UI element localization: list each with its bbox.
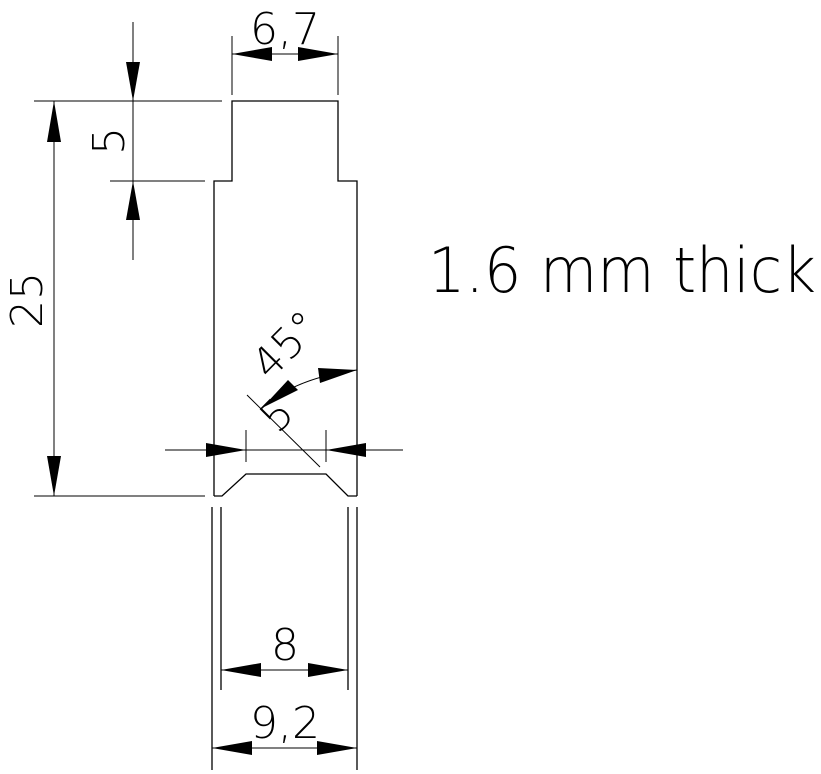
chamfer-edge <box>214 473 357 497</box>
dimension-inner-width: 8 <box>221 620 348 677</box>
dimension-label-overall-height: 25 <box>2 272 53 328</box>
arrowhead <box>326 443 366 457</box>
dimension-label-tab-height: 5 <box>84 127 135 155</box>
arrowhead <box>126 181 140 220</box>
dimension-label-top-width: 6,7 <box>250 4 320 55</box>
dimension-outer-width: 9,2 <box>212 698 357 755</box>
dimension-angle: 45° <box>242 301 358 468</box>
arrowhead <box>232 47 272 61</box>
arrowhead <box>308 663 348 677</box>
dimension-label-inner-width: 8 <box>271 620 299 671</box>
arrowhead <box>298 47 338 61</box>
arrowhead <box>126 62 140 101</box>
arrowhead <box>212 741 252 755</box>
arrowhead <box>262 380 298 408</box>
dimension-tab-height: 5 <box>34 22 222 260</box>
angle-leader <box>246 394 321 468</box>
arrowhead <box>221 663 261 677</box>
dimension-overall-height: 25 <box>2 101 205 497</box>
arrowhead <box>47 101 61 142</box>
dimension-label-angle: 45° <box>242 301 329 388</box>
arrowhead <box>206 443 246 457</box>
dimension-top-width: 6,7 <box>231 4 339 95</box>
thickness-note: 1.6 mm thick <box>428 234 816 307</box>
top-tab-outline <box>213 100 358 496</box>
arrowhead <box>318 368 357 383</box>
part-outline <box>211 100 358 770</box>
dimension-chamfer: 5 <box>165 388 403 462</box>
arrowhead <box>317 741 357 755</box>
arrowhead <box>47 456 61 496</box>
dimension-label-outer-width: 9,2 <box>250 698 320 749</box>
